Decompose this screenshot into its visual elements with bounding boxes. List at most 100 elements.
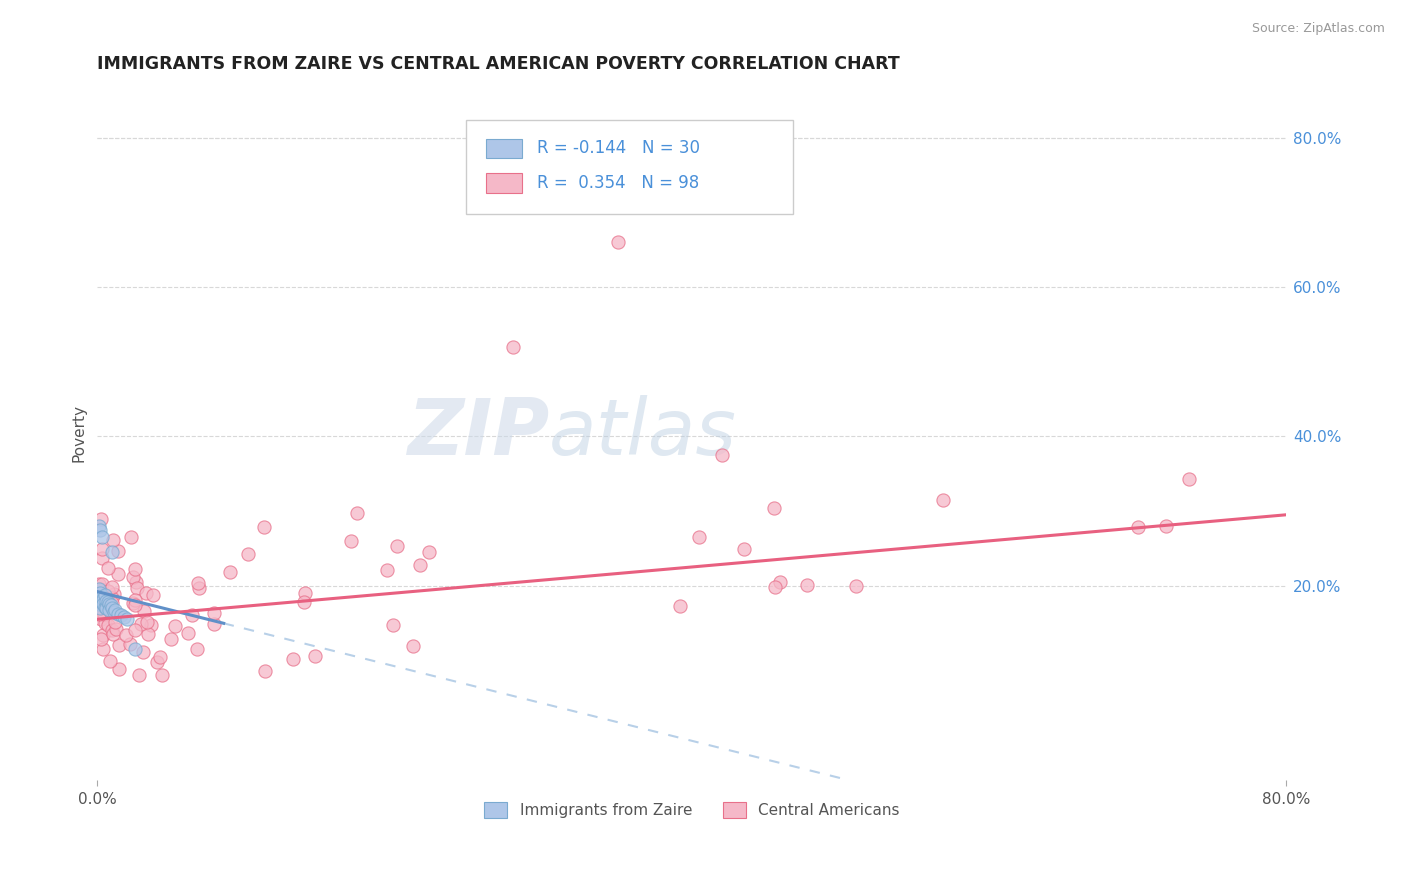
Point [146,655,169,669]
Point [89,607,111,621]
Point [710,448,733,462]
Point [87,590,110,604]
Text: ZIP: ZIP [406,394,550,471]
Text: atlas: atlas [550,394,737,471]
Point [89,586,111,600]
Point [121,596,143,610]
Point [93,616,115,631]
Point [100,623,122,637]
Point [932,493,955,508]
Legend: Immigrants from Zaire, Central Americans: Immigrants from Zaire, Central Americans [478,796,905,824]
Point [94,599,117,614]
Point [763,580,786,594]
Point [186,642,208,657]
Point [91,551,114,566]
Point [142,588,165,602]
Point [150,668,173,682]
Point [90,590,112,604]
Point [98,597,121,611]
Text: R = -0.144   N = 30: R = -0.144 N = 30 [537,139,700,157]
Point [101,601,124,615]
Point [87,582,110,597]
Point [254,664,277,678]
Point [124,562,146,576]
Point [202,607,225,621]
Point [107,567,129,582]
Point [402,640,425,654]
Point [96,598,118,612]
Point [112,610,135,624]
Point [124,593,146,607]
Point [94,589,117,603]
Point [136,627,159,641]
Point [1154,519,1177,533]
Point [101,627,124,641]
Point [136,615,159,630]
Point [135,585,157,599]
Point [165,619,187,633]
Point [89,588,111,602]
Point [118,637,141,651]
Point [292,595,315,609]
Point [103,605,125,619]
Point [159,632,181,647]
Point [89,577,111,591]
Point [132,645,155,659]
Point [100,591,122,606]
Point [139,617,162,632]
Point [87,597,110,611]
Point [125,582,148,596]
Point [90,576,112,591]
Point [669,599,692,613]
Point [796,578,818,592]
Point [93,607,115,622]
Point [101,580,124,594]
Point [769,575,792,590]
Point [98,602,121,616]
Point [177,626,200,640]
Text: Source: ZipAtlas.com: Source: ZipAtlas.com [1251,22,1385,36]
Point [304,649,326,664]
Point [107,607,129,621]
Point [97,618,120,632]
Bar [486,138,522,158]
Point [120,530,142,544]
Point [90,595,112,609]
Point [90,612,112,626]
Point [107,639,129,653]
Text: R =  0.354   N = 98: R = 0.354 N = 98 [537,174,700,192]
Point [253,520,276,534]
Point [418,545,440,559]
Point [98,654,121,668]
Point [381,617,404,632]
Point [91,605,114,619]
Point [89,593,111,607]
Point [124,623,146,637]
Point [762,501,785,516]
Point [89,523,111,537]
Point [283,652,305,666]
Point [502,340,524,354]
Point [91,597,114,611]
Point [89,582,111,596]
Point [188,581,211,595]
Point [128,668,150,682]
Point [294,586,316,600]
Point [115,612,138,626]
Point [122,569,145,583]
Point [100,598,122,612]
Point [97,595,120,609]
Point [125,575,148,590]
Point [90,512,112,526]
Point [101,545,124,559]
Point [104,615,127,629]
Point [90,541,112,556]
Y-axis label: Poverty: Poverty [72,404,86,462]
Point [91,628,114,642]
Point [96,593,118,607]
Point [181,607,204,622]
Point [91,592,114,607]
Point [149,650,172,665]
Point [1178,472,1201,486]
Point [94,588,117,602]
